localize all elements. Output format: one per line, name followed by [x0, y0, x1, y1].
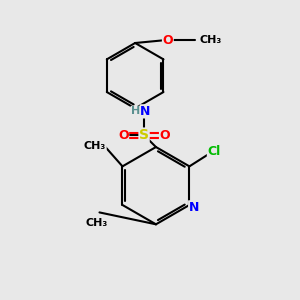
Text: O: O [160, 129, 170, 142]
Text: CH₃: CH₃ [200, 35, 222, 45]
Text: N: N [189, 201, 199, 214]
Text: N: N [140, 105, 151, 118]
Text: CH₃: CH₃ [85, 218, 108, 228]
Text: O: O [163, 34, 173, 46]
Text: Cl: Cl [207, 145, 221, 158]
Text: CH₃: CH₃ [84, 140, 106, 151]
Text: O: O [118, 129, 129, 142]
Text: S: S [139, 128, 149, 142]
Text: H: H [131, 106, 140, 116]
